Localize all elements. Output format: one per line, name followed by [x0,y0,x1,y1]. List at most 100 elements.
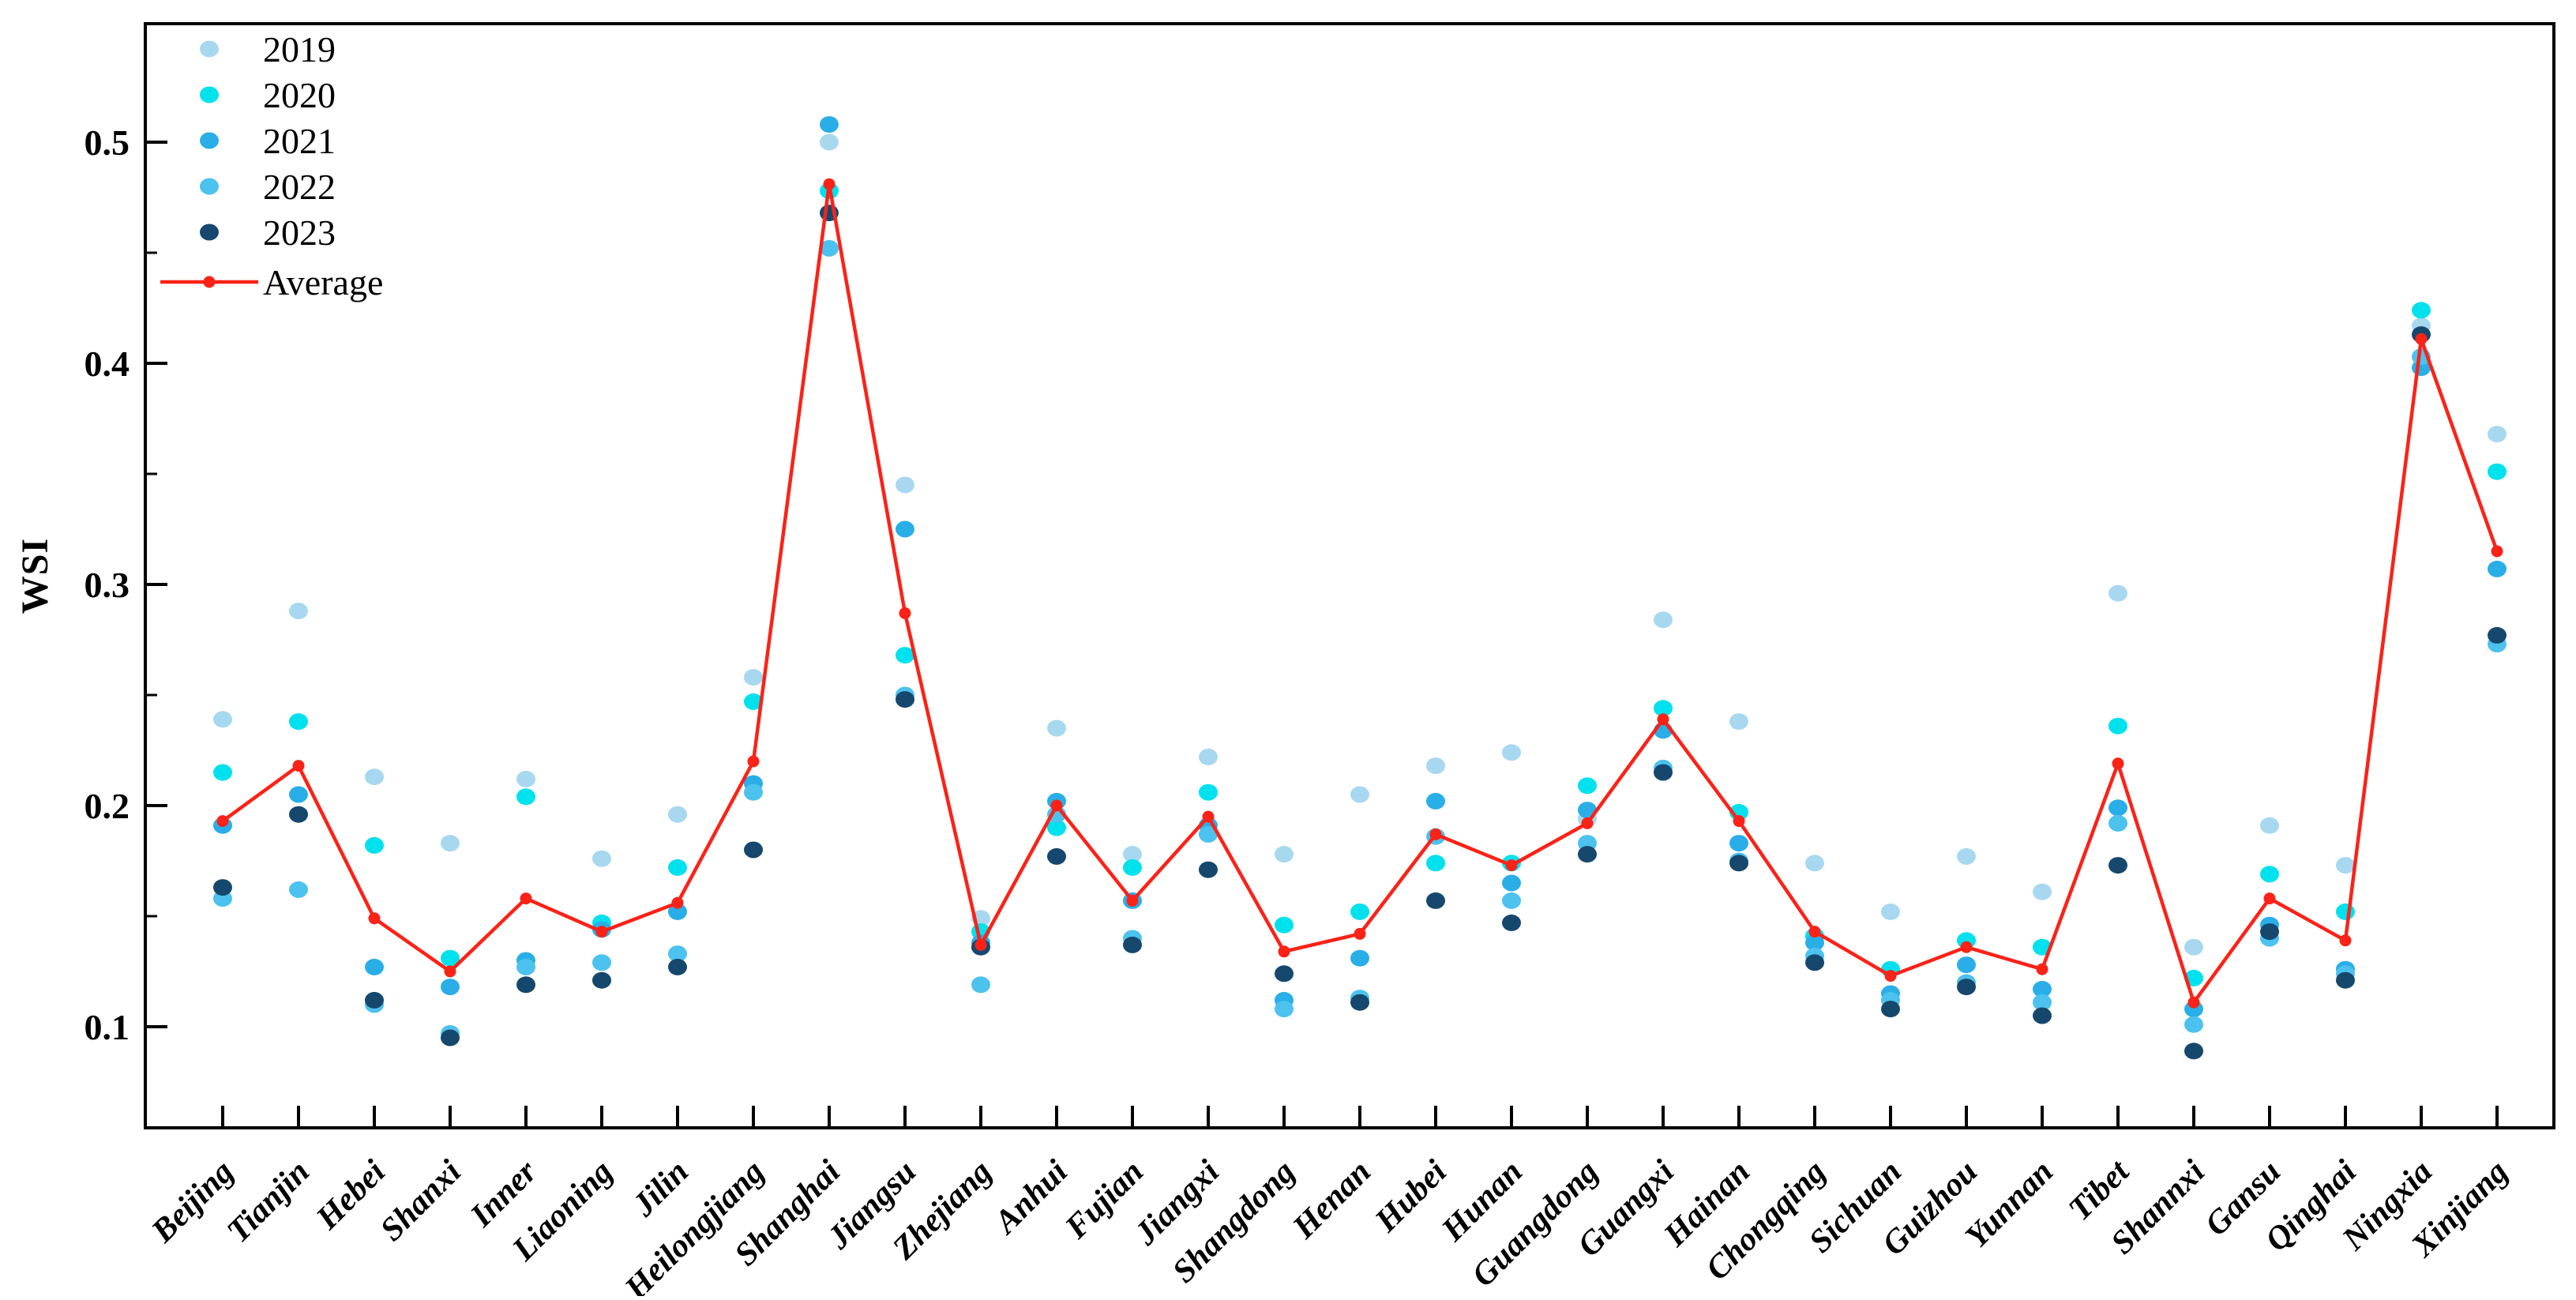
data-point-2021-Yunnan [2033,980,2052,998]
data-point-2021-Shanghai [820,116,839,133]
data-point-2019-Hubei [1426,757,1445,775]
data-point-2023-Heilongjiang [744,841,763,859]
data-point-2019-Guizhou [1957,847,1976,865]
average-point-Inner [520,892,532,905]
data-point-2023-Hunan [1502,914,1521,931]
data-point-2023-Guangdong [1578,846,1597,863]
data-point-2023-Shanxi [441,1029,460,1046]
data-point-2023-Liaoning [592,971,611,989]
data-point-2020-Tianjin [289,713,308,731]
data-point-2020-Shangdong [1275,916,1294,934]
data-point-2019-Shangdong [1275,846,1294,863]
average-point-Qinghai [2339,934,2352,947]
data-point-2021-Jiangsu [896,520,914,538]
data-point-2023-Fujian [1123,936,1142,953]
data-point-2023-Jilin [668,958,687,975]
data-point-2020-Jilin [668,859,687,876]
data-point-2019-Jiangxi [1199,748,1218,765]
data-point-2022-Inner [516,958,535,975]
data-point-2019-Heilongjiang [744,669,763,686]
data-point-2022-Hunan [1502,892,1521,909]
data-point-2020-Hubei [1426,855,1445,872]
data-point-2019-Hainan [1729,713,1748,731]
data-point-2021-Shanxi [441,979,460,996]
average-point-Hebei [368,912,381,925]
data-point-2021-Xinjiang [2488,560,2507,577]
average-point-Yunnan [2036,963,2048,975]
data-point-2022-Liaoning [592,954,611,971]
data-point-2021-Hubei [1426,792,1445,810]
data-point-2021-Henan [1350,949,1369,967]
data-point-2023-Sichuan [1881,1001,1900,1018]
average-point-Jiangxi [1202,810,1215,823]
data-point-2019-Tibet [2108,584,2127,602]
data-point-2023-Gansu [2260,923,2279,941]
average-point-Beijing [216,815,229,828]
y-tick-label: 0.5 [84,122,130,163]
average-point-Hubei [1429,828,1442,840]
average-point-Chongqing [1808,926,1821,938]
average-point-Hunan [1505,859,1518,872]
data-point-2019-Shanxi [441,835,460,852]
data-point-2020-Fujian [1123,859,1142,876]
average-point-Shannxi [2187,996,2200,1009]
data-point-2020-Beijing [213,764,232,781]
data-point-2020-Guangdong [1578,777,1597,795]
data-point-2020-Xinjiang [2488,463,2507,480]
data-point-2019-Inner [516,770,535,787]
data-point-2021-Hainan [1729,835,1748,852]
data-point-2021-Tibet [2108,799,2127,817]
data-point-2020-Guangxi [1654,700,1673,717]
data-point-2019-Anhui [1047,720,1066,737]
data-point-2019-Liaoning [592,850,611,867]
legend-label-2020: 2020 [263,75,336,115]
data-point-2020-Tibet [2108,717,2127,735]
data-point-2019-Henan [1350,786,1369,803]
data-point-2021-Chongqing [1805,934,1824,952]
data-point-2020-Heilongjiang [744,693,763,710]
data-point-2022-Heilongjiang [744,783,763,801]
data-point-2019-Guangxi [1654,611,1673,629]
data-point-2023-Xinjiang [2488,626,2507,644]
data-point-2022-Tibet [2108,814,2127,832]
average-point-Guangxi [1657,713,1669,726]
data-point-2022-Jiangxi [1199,825,1218,843]
data-point-2019-Fujian [1123,846,1142,863]
data-point-2020-Gansu [2260,866,2279,883]
data-point-2021-Hebei [365,958,384,975]
legend-label-2021: 2021 [263,121,336,161]
data-point-2019-Gansu [2260,817,2279,834]
data-point-2023-Beijing [213,879,232,896]
data-point-2019-Qinghai [2336,857,2355,874]
average-point-Shanxi [444,965,456,978]
average-point-Shangdong [1278,945,1290,958]
legend-marker-2019 [200,40,219,58]
data-point-2021-Jilin [668,903,687,920]
average-point-Fujian [1126,894,1139,907]
data-point-2023-Hebei [365,991,384,1009]
legend-marker-2023 [200,224,219,241]
data-point-2020-Inner [516,788,535,806]
legend-marker-2022 [200,178,219,195]
average-point-Jiangsu [899,607,911,619]
average-point-Heilongjiang [747,755,760,768]
average-point-Xinjiang [2491,545,2503,558]
data-point-2023-Henan [1350,994,1369,1011]
data-point-2023-Shannxi [2184,1043,2203,1060]
data-point-2023-Jiangsu [896,691,914,708]
data-point-2022-Shanghai [820,239,839,257]
data-point-2022-Jilin [668,945,687,963]
data-point-2021-Hunan [1502,874,1521,892]
average-point-Sichuan [1884,970,1897,983]
data-point-2019-Yunnan [2033,883,2052,900]
data-point-2023-Yunnan [2033,1007,2052,1024]
average-point-Hainan [1733,815,1745,828]
data-point-2020-Anhui [1047,819,1066,836]
data-point-2021-Tianjin [289,786,308,803]
average-point-Guangdong [1581,817,1594,829]
data-point-2019-Hunan [1502,744,1521,761]
data-point-2022-Tianjin [289,881,308,898]
